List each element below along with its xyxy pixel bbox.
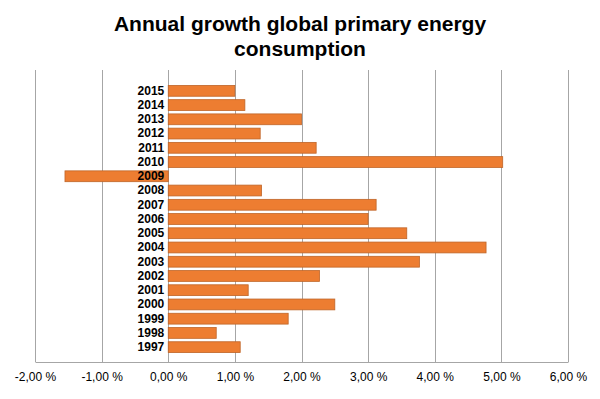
y-tick: 1999 — [138, 312, 169, 326]
x-tick: 0,00 % — [150, 362, 188, 384]
y-tick: 2003 — [138, 255, 169, 269]
y-tick-label: 2007 — [138, 198, 165, 212]
bar — [168, 328, 216, 339]
x-tick-label: -2,00 % — [15, 370, 57, 384]
x-tick: -1,00 % — [81, 362, 123, 384]
y-tick-label: 2005 — [138, 226, 165, 240]
y-tick-label: 2009 — [138, 169, 165, 183]
grid-line — [568, 70, 569, 362]
y-tick-label: 1999 — [138, 312, 165, 326]
x-tick-label: -1,00 % — [81, 370, 123, 384]
y-tick: 2014 — [138, 98, 169, 112]
y-tick-label: 2015 — [138, 84, 165, 98]
x-axis-line — [36, 362, 569, 363]
bar — [168, 242, 486, 253]
y-tick-label: 2004 — [138, 240, 165, 254]
bar — [168, 256, 419, 267]
bar — [168, 313, 288, 324]
title-line: Annual growth global primary energy — [114, 12, 487, 35]
bar — [168, 199, 376, 210]
bar — [168, 114, 301, 125]
y-tick: 2005 — [138, 226, 169, 240]
x-tick: 3,00 % — [350, 362, 388, 384]
bar — [168, 85, 235, 96]
bar — [168, 128, 260, 139]
y-tick-label: 2012 — [138, 126, 165, 140]
x-axis: -2,00 % -1,00 % 0,00 % 1,00 % 2,00 % 3,00 % 4,… — [15, 362, 588, 384]
bar — [168, 100, 245, 111]
y-tick: 2015 — [138, 84, 169, 98]
x-tick-label: 1,00 % — [217, 370, 255, 384]
x-tick-label: 6,00 % — [550, 370, 588, 384]
x-tick: 5,00 % — [483, 362, 521, 384]
title: Annual growth global primary energyconsu… — [114, 12, 487, 60]
y-tick: 2000 — [138, 297, 169, 311]
x-tick-label: 3,00 % — [350, 370, 388, 384]
y-tick: 2009 — [138, 169, 169, 183]
x-tick-label: 0,00 % — [150, 370, 188, 384]
y-tick-label: 2000 — [138, 297, 165, 311]
x-tick: 4,00 % — [417, 362, 455, 384]
grid-line — [501, 70, 502, 362]
y-tick-label: 2010 — [138, 155, 165, 169]
y-tick-label: 2002 — [138, 269, 165, 283]
y-axis: 1997199819992000200120022003200420052006… — [138, 84, 169, 354]
bar — [168, 214, 368, 225]
y-tick: 2010 — [138, 155, 169, 169]
y-tick-label: 2008 — [138, 183, 165, 197]
y-tick-label: 1998 — [138, 326, 165, 340]
x-tick-label: 5,00 % — [483, 370, 521, 384]
y-tick-label: 2014 — [138, 98, 165, 112]
bar — [168, 228, 407, 239]
grid — [36, 70, 569, 362]
bar — [168, 285, 248, 296]
chart: Annual growth global primary energyconsu… — [0, 0, 600, 399]
y-tick-label: 2001 — [138, 283, 165, 297]
y-tick: 2012 — [138, 126, 169, 140]
x-tick: 6,00 % — [550, 362, 588, 384]
y-tick-label: 2013 — [138, 112, 165, 126]
bar — [168, 157, 502, 168]
y-tick: 2008 — [138, 183, 169, 197]
y-tick: 2004 — [138, 240, 169, 254]
y-tick-label: 2003 — [138, 255, 165, 269]
x-tick: -2,00 % — [15, 362, 57, 384]
y-tick: 2011 — [138, 141, 168, 155]
y-tick: 1998 — [138, 326, 169, 340]
bar — [168, 342, 240, 353]
y-tick: 2007 — [138, 198, 169, 212]
bar — [168, 185, 261, 196]
bar — [168, 142, 316, 153]
bar — [168, 271, 319, 282]
y-tick: 2002 — [138, 269, 169, 283]
y-tick: 2006 — [138, 212, 169, 226]
y-tick: 1997 — [138, 340, 169, 354]
grid-line — [435, 70, 436, 362]
x-tick-label: 2,00 % — [283, 370, 321, 384]
bar — [168, 299, 335, 310]
grid-line — [35, 70, 36, 362]
y-tick-label: 1997 — [138, 340, 165, 354]
y-tick: 2013 — [138, 112, 169, 126]
y-tick-label: 2011 — [138, 141, 164, 155]
x-tick: 2,00 % — [283, 362, 321, 384]
y-tick: 2001 — [138, 283, 169, 297]
grid-line — [102, 70, 103, 362]
title-line: consumption — [234, 37, 366, 60]
x-tick: 1,00 % — [217, 362, 255, 384]
y-tick-label: 2006 — [138, 212, 165, 226]
bars — [65, 85, 503, 352]
x-tick-label: 4,00 % — [417, 370, 455, 384]
